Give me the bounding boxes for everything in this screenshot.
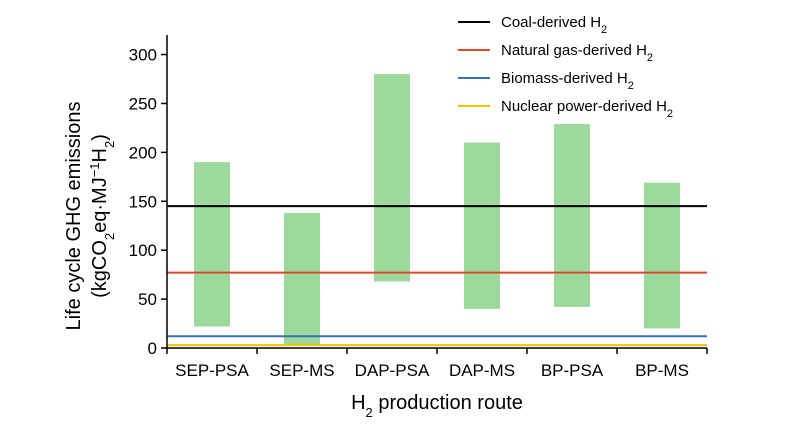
legend-label: Natural gas-derived H2 [501, 42, 653, 64]
y-axis-title-line2: (kgCO2eq·MJ−1H2) [87, 134, 117, 298]
y-tick-label: 100 [129, 241, 157, 260]
y-tick-label: 50 [138, 290, 157, 309]
legend-label: Nuclear power-derived H2 [501, 98, 673, 120]
x-tick-label: DAP-MS [449, 361, 515, 380]
x-tick-label: DAP-PSA [355, 361, 430, 380]
range-bar-dap-psa [374, 74, 410, 282]
legend-label: Coal-derived H2 [501, 14, 607, 36]
y-tick-label: 150 [129, 192, 157, 211]
y-tick-label: 0 [148, 339, 157, 358]
reference-lines-group [167, 205, 707, 347]
y-axis-title-line1: Life cycle GHG emissions [63, 102, 85, 331]
range-bar-dap-ms [464, 142, 500, 309]
y-tick-label: 300 [129, 46, 157, 65]
range-bar-bp-psa [554, 124, 590, 307]
x-tick-label: BP-PSA [541, 361, 604, 380]
range-bar-bp-ms [644, 182, 680, 329]
legend-label: Biomass-derived H2 [501, 70, 634, 92]
x-tick-label: SEP-MS [269, 361, 334, 380]
x-axis-title: H2 production route [351, 392, 523, 420]
x-tick-label: SEP-PSA [175, 361, 249, 380]
range-bar-sep-psa [194, 162, 230, 327]
y-tick-label: 200 [129, 143, 157, 162]
y-ticks-group: 0 50 100 150 200 250 300 [129, 46, 167, 358]
x-tick-label: BP-MS [635, 361, 689, 380]
legend: Coal-derived H2 Natural gas-derived H2 Bio… [458, 14, 673, 120]
y-tick-label: 250 [129, 94, 157, 113]
range-bar-sep-ms [284, 213, 320, 346]
x-ticks-group: SEP-PSA SEP-MS DAP-PSA DAP-MS BP-PSA BP-MS [166, 348, 708, 380]
bars-group [194, 74, 680, 346]
